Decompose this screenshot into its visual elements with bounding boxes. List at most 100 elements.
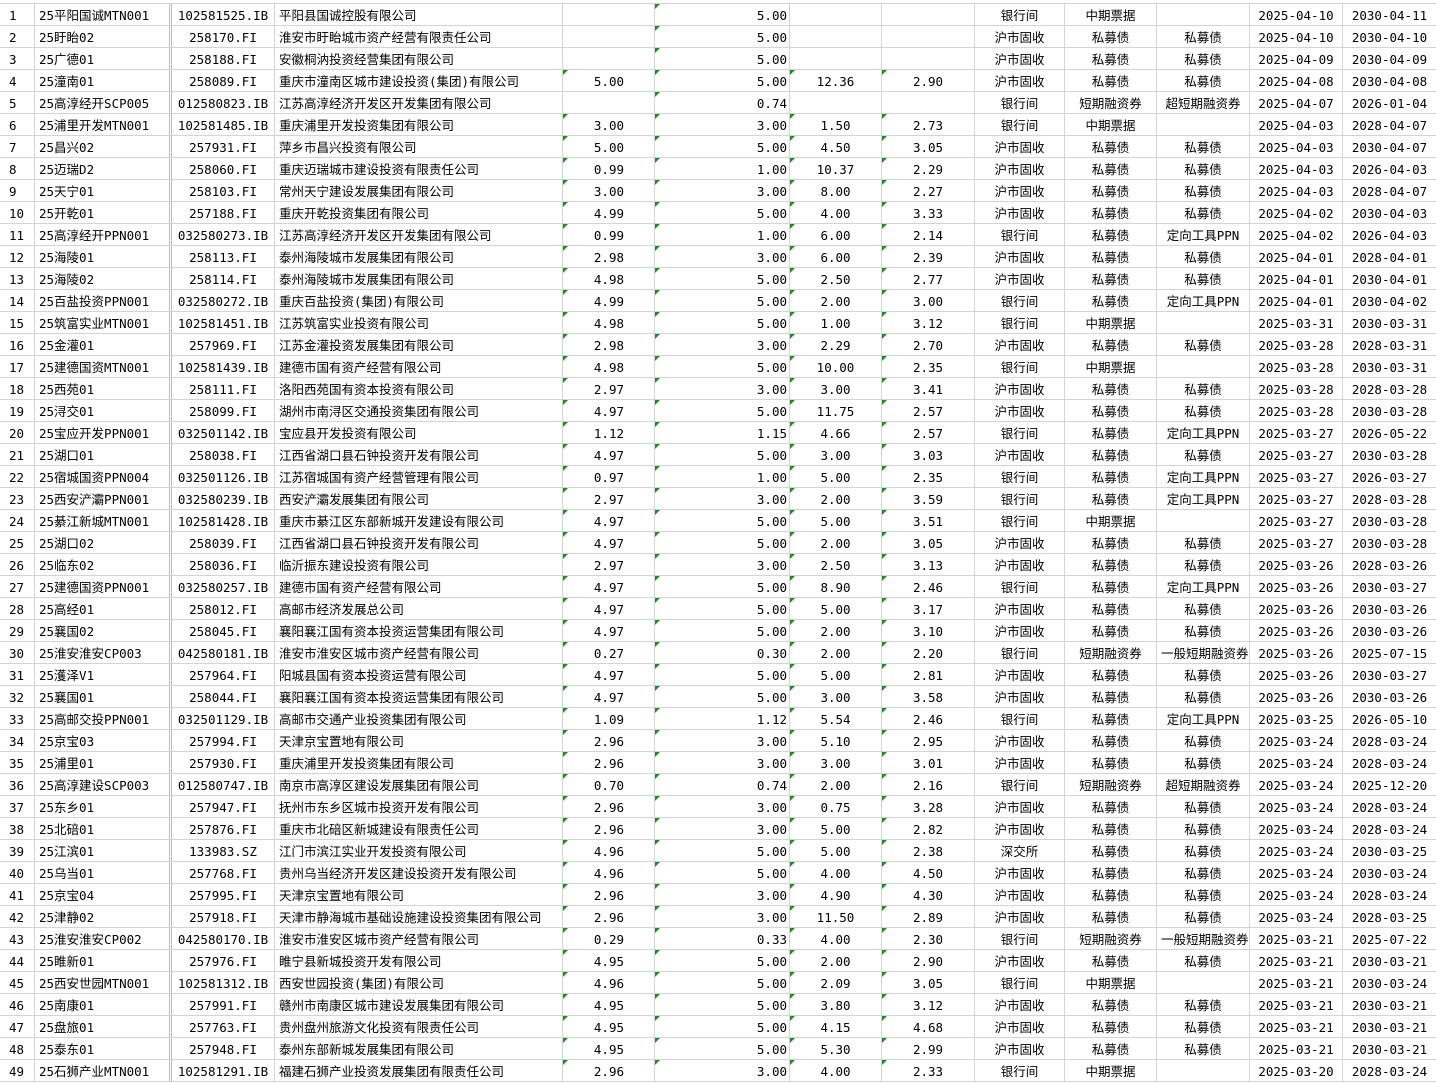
market-cell[interactable]: 银行间 — [975, 928, 1065, 949]
bond-type-cell[interactable]: 私募债 — [1065, 576, 1157, 597]
market-cell[interactable]: 沪市固收 — [975, 70, 1065, 91]
issuer-cell[interactable]: 重庆浦里开发投资集团有限公司 — [275, 114, 563, 135]
value-cell-b[interactable]: 5.00 — [655, 312, 790, 333]
issuer-cell[interactable]: 淮安市淮安区城市资产经营有限公司 — [275, 928, 563, 949]
value-cell-a[interactable]: 4.97 — [563, 576, 655, 597]
bond-type-cell[interactable]: 私募债 — [1065, 422, 1157, 443]
value-cell-a[interactable] — [563, 48, 655, 69]
bond-subtype-cell[interactable]: 定向工具PPN — [1157, 422, 1250, 443]
market-cell[interactable]: 深交所 — [975, 840, 1065, 861]
bond-type-cell[interactable]: 短期融资券 — [1065, 92, 1157, 113]
value-cell-c[interactable]: 5.00 — [790, 466, 882, 487]
value-cell-d[interactable]: 3.05 — [882, 136, 975, 157]
market-cell[interactable]: 银行间 — [975, 312, 1065, 333]
bond-subtype-cell[interactable]: 私募债 — [1157, 598, 1250, 619]
value-cell-a[interactable]: 2.96 — [563, 884, 655, 905]
value-cell-d[interactable]: 3.58 — [882, 686, 975, 707]
issue-date-cell[interactable]: 2025-03-26 — [1250, 554, 1343, 575]
issue-date-cell[interactable]: 2025-04-01 — [1250, 290, 1343, 311]
issue-date-cell[interactable]: 2025-03-24 — [1250, 818, 1343, 839]
issuer-cell[interactable]: 重庆迈瑞城市建设投资有限责任公司 — [275, 158, 563, 179]
row-number[interactable]: 41 — [0, 884, 35, 905]
value-cell-d[interactable]: 2.81 — [882, 664, 975, 685]
maturity-date-cell[interactable]: 2026-05-10 — [1351, 712, 1428, 727]
issue-date-cell[interactable]: 2025-03-21 — [1250, 994, 1343, 1015]
maturity-date-cell[interactable]: 2030-03-31 — [1351, 316, 1428, 331]
value-cell-c[interactable]: 2.09 — [790, 972, 882, 993]
row-number[interactable]: 43 — [0, 928, 35, 949]
row-number[interactable]: 48 — [0, 1038, 35, 1059]
issuer-cell[interactable]: 抚州市东乡区城市投资开发有限公司 — [275, 796, 563, 817]
bond-name-cell[interactable]: 25高淳经开SCP005 — [35, 92, 172, 113]
bond-code-cell[interactable]: 032501142.IB — [172, 422, 275, 443]
row-number[interactable]: 38 — [0, 818, 35, 839]
market-cell[interactable]: 银行间 — [975, 1060, 1065, 1081]
market-cell[interactable]: 沪市固收 — [975, 268, 1065, 289]
value-cell-d[interactable]: 2.29 — [882, 158, 975, 179]
market-cell[interactable]: 银行间 — [975, 356, 1065, 377]
value-cell-d[interactable]: 3.33 — [882, 202, 975, 223]
bond-code-cell[interactable]: 258111.FI — [172, 378, 275, 399]
maturity-date-cell[interactable]: 2026-04-03 — [1351, 162, 1428, 177]
row-number[interactable]: 35 — [0, 752, 35, 773]
bond-name-cell[interactable]: 25建德国资MTN001 — [35, 356, 172, 377]
bond-type-cell[interactable]: 私募债 — [1065, 1016, 1157, 1037]
row-number[interactable]: 1 — [0, 4, 35, 25]
market-cell[interactable]: 银行间 — [975, 224, 1065, 245]
market-cell[interactable]: 沪市固收 — [975, 246, 1065, 267]
bond-name-cell[interactable]: 25淮安淮安CP003 — [35, 642, 172, 663]
market-cell[interactable]: 沪市固收 — [975, 532, 1065, 553]
bond-name-cell[interactable]: 25高淳建设SCP003 — [35, 774, 172, 795]
bond-name-cell[interactable]: 25乌当01 — [35, 862, 172, 883]
issue-date-cell[interactable]: 2025-03-26 — [1250, 620, 1343, 641]
issue-date-cell[interactable]: 2025-03-24 — [1250, 730, 1343, 751]
bond-code-cell[interactable]: 257976.FI — [172, 950, 275, 971]
bond-code-cell[interactable]: 257931.FI — [172, 136, 275, 157]
issue-date-cell[interactable]: 2025-03-24 — [1250, 884, 1343, 905]
maturity-date-cell[interactable]: 2030-03-27 — [1351, 668, 1428, 683]
issue-date-cell[interactable]: 2025-04-10 — [1250, 26, 1343, 47]
value-cell-a[interactable]: 2.97 — [563, 488, 655, 509]
value-cell-d[interactable]: 3.12 — [882, 994, 975, 1015]
row-number[interactable]: 22 — [0, 466, 35, 487]
market-cell[interactable]: 银行间 — [975, 92, 1065, 113]
issuer-cell[interactable]: 江西省湖口县石钟投资开发有限公司 — [275, 444, 563, 465]
row-number[interactable]: 21 — [0, 444, 35, 465]
bond-type-cell[interactable]: 私募债 — [1065, 400, 1157, 421]
issue-date-cell[interactable]: 2025-04-07 — [1250, 92, 1343, 113]
bond-subtype-cell[interactable]: 私募债 — [1157, 796, 1250, 817]
bond-code-cell[interactable]: 032580239.IB — [172, 488, 275, 509]
bond-name-cell[interactable]: 25西安浐灞PPN001 — [35, 488, 172, 509]
market-cell[interactable]: 银行间 — [975, 642, 1065, 663]
issuer-cell[interactable]: 淮安市盱眙城市资产经营有限责任公司 — [275, 26, 563, 47]
row-number[interactable]: 40 — [0, 862, 35, 883]
bond-type-cell[interactable]: 私募债 — [1065, 202, 1157, 223]
bond-code-cell[interactable]: 258089.FI — [172, 70, 275, 91]
row-number[interactable]: 7 — [0, 136, 35, 157]
value-cell-c[interactable]: 2.29 — [790, 334, 882, 355]
row-number[interactable]: 45 — [0, 972, 35, 993]
value-cell-b[interactable]: 3.00 — [655, 730, 790, 751]
value-cell-d[interactable]: 2.33 — [882, 1060, 975, 1081]
issuer-cell[interactable]: 建德市国有资产经营有限公司 — [275, 576, 563, 597]
maturity-date-cell[interactable]: 2030-04-09 — [1351, 52, 1428, 67]
row-number[interactable]: 25 — [0, 532, 35, 553]
value-cell-c[interactable]: 8.90 — [790, 576, 882, 597]
bond-subtype-cell[interactable]: 私募债 — [1157, 884, 1250, 905]
issue-date-cell[interactable]: 2025-03-27 — [1250, 422, 1343, 443]
value-cell-b[interactable]: 5.00 — [655, 4, 790, 25]
maturity-date-cell[interactable]: 2028-03-25 — [1351, 910, 1428, 925]
bond-code-cell[interactable]: 258188.FI — [172, 48, 275, 69]
value-cell-a[interactable]: 3.00 — [563, 114, 655, 135]
bond-type-cell[interactable]: 中期票据 — [1065, 1060, 1157, 1081]
issuer-cell[interactable]: 阳城县国有资本投资运营有限公司 — [275, 664, 563, 685]
issue-date-cell[interactable]: 2025-04-02 — [1250, 202, 1343, 223]
issuer-cell[interactable]: 江苏筑富实业投资有限公司 — [275, 312, 563, 333]
maturity-date-cell[interactable]: 2030-03-28 — [1351, 536, 1428, 551]
bond-name-cell[interactable]: 25宝应开发PPN001 — [35, 422, 172, 443]
bond-type-cell[interactable]: 私募债 — [1065, 180, 1157, 201]
value-cell-b[interactable]: 0.30 — [655, 642, 790, 663]
bond-name-cell[interactable]: 25綦江新城MTN001 — [35, 510, 172, 531]
value-cell-a[interactable]: 0.70 — [563, 774, 655, 795]
row-number[interactable]: 19 — [0, 400, 35, 421]
